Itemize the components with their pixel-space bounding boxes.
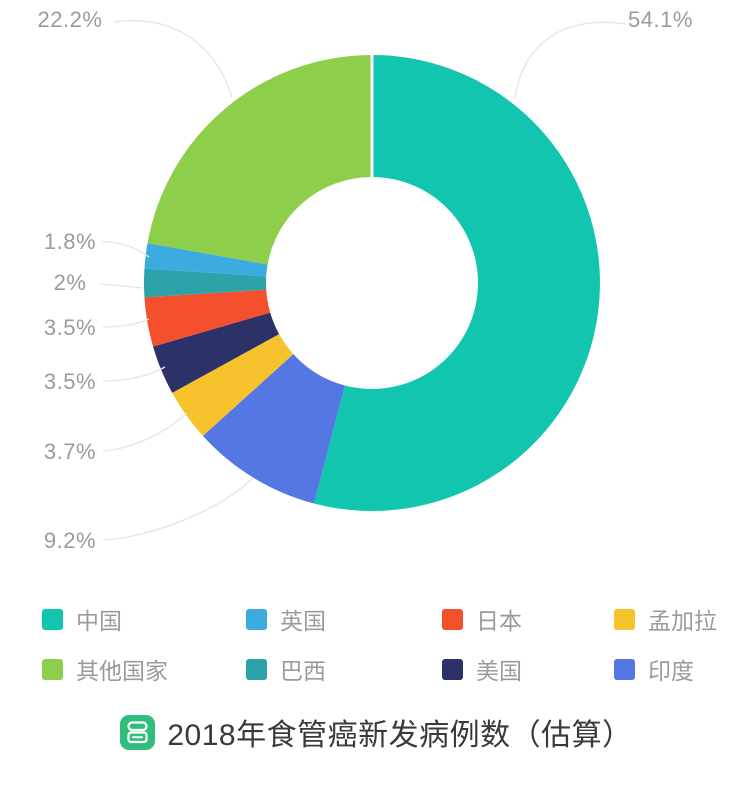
pie-slice-japan[interactable] bbox=[144, 289, 271, 347]
legend-item-bangladesh[interactable]: 孟加拉 bbox=[614, 606, 752, 634]
chart-title: 2018年食管癌新发病例数（估算） bbox=[167, 719, 633, 752]
legend-label: 其他国家 bbox=[76, 658, 168, 684]
leader-line-brazil bbox=[99, 283, 144, 289]
legend-label: 中国 bbox=[76, 608, 122, 634]
slice-label-bangladesh: 3.7% bbox=[43, 439, 97, 464]
donut-chart: 22.2% 54.1% 1.8% 2% 3.5% 3.5% 3.7% 9.2% bbox=[37, 7, 693, 553]
legend-swatch bbox=[442, 658, 463, 680]
legend-swatch bbox=[42, 608, 63, 630]
legend-item-other-countries[interactable]: 其他国家 bbox=[42, 656, 246, 684]
donut-svg bbox=[99, 20, 627, 541]
slice-label-japan: 3.5% bbox=[43, 315, 97, 340]
legend-swatch bbox=[442, 608, 463, 630]
slice-label-uk: 1.8% bbox=[43, 229, 97, 254]
legend-swatch bbox=[614, 608, 635, 630]
leader-line-china bbox=[514, 21, 627, 100]
pie-slice-bangladesh[interactable] bbox=[172, 334, 294, 436]
leader-line-japan bbox=[102, 318, 150, 328]
legend-item-india[interactable]: 印度 bbox=[614, 656, 752, 684]
legend-item-japan[interactable]: 日本 bbox=[442, 606, 614, 634]
legend-item-brazil[interactable]: 巴西 bbox=[246, 656, 442, 684]
leader-line-other-countries bbox=[113, 20, 233, 98]
pie-slice-china[interactable] bbox=[313, 55, 600, 511]
slice-label-brazil: 2% bbox=[53, 270, 87, 295]
legend-label: 英国 bbox=[280, 608, 326, 634]
slice-label-usa: 3.5% bbox=[43, 369, 97, 394]
leader-line-usa bbox=[102, 366, 166, 382]
legend-label: 巴西 bbox=[280, 658, 326, 684]
legend-item-china[interactable]: 中国 bbox=[42, 606, 246, 634]
slice-label-other-countries: 22.2% bbox=[37, 7, 103, 32]
leader-line-india bbox=[102, 477, 254, 541]
legend-item-uk[interactable]: 英国 bbox=[246, 606, 442, 634]
legend-label: 孟加拉 bbox=[648, 608, 717, 634]
legend-swatch bbox=[246, 608, 267, 630]
legend-label: 日本 bbox=[476, 608, 522, 634]
legend-swatch bbox=[246, 658, 267, 680]
pie-slice-uk[interactable] bbox=[144, 243, 268, 277]
legend: 中国 英国 日本 孟加拉其他国家 巴西 美国 印度 bbox=[0, 606, 752, 684]
legend-item-usa[interactable]: 美国 bbox=[442, 656, 614, 684]
legend-label: 美国 bbox=[476, 658, 522, 684]
pie-slice-usa[interactable] bbox=[153, 312, 280, 393]
chart-title-row: 2018年食管癌新发病例数（估算） bbox=[0, 710, 752, 754]
pie-slice-other-countries[interactable] bbox=[147, 55, 372, 265]
legend-swatch bbox=[42, 658, 63, 680]
slice-label-india: 9.2% bbox=[43, 528, 97, 553]
slice-label-china: 54.1% bbox=[628, 7, 693, 32]
pie-slice-brazil[interactable] bbox=[143, 268, 267, 298]
legend-label: 印度 bbox=[648, 658, 694, 684]
legend-swatch bbox=[614, 658, 635, 680]
pie-slice-india[interactable] bbox=[202, 354, 345, 504]
book-icon bbox=[119, 714, 156, 751]
leader-line-uk bbox=[101, 241, 150, 258]
leader-line-bangladesh bbox=[102, 412, 188, 452]
